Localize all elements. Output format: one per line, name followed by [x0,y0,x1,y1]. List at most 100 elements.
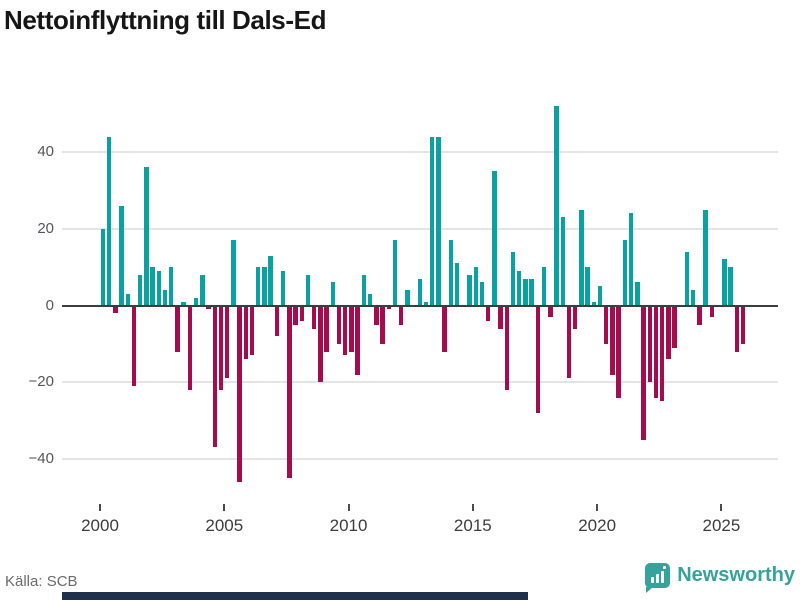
bar-2020q2 [604,305,609,344]
bar-2006q2 [256,267,261,306]
bar-2013q2 [430,136,435,306]
newsworthy-wordmark: Newsworthy [677,563,795,586]
bar-2002q4 [169,267,174,306]
logo-dot-glyph [663,565,667,569]
bar-2016q2 [504,305,510,390]
bar-2020q4 [616,305,621,398]
bar-2007q4 [293,305,298,325]
bar-2020q3 [610,305,615,375]
bar-2004q1 [200,274,205,306]
bar-2012q2 [405,290,410,306]
bar-2001q3 [137,274,143,306]
bar-2010q2 [355,305,360,375]
bar-2022q3 [659,305,665,402]
x-axis-year-label-2010: 2010 [329,516,368,535]
bar-2008q2 [305,274,311,306]
bar-2007q1 [274,305,280,337]
bar-2025q3 [734,305,739,352]
bar-2005q2 [231,240,236,306]
bar-2014q4 [467,274,472,306]
bar-2016q3 [510,251,516,306]
bar-2017q3 [535,305,541,413]
x-axis-year-label-2025: 2025 [702,516,741,535]
bar-2022q4 [666,305,671,360]
bar-2010q4 [367,293,373,306]
bar-2003q4 [193,297,199,306]
bar-2019q4 [591,301,597,306]
bar-2025q2 [728,267,733,306]
bar-2024q1 [697,305,702,325]
y-axis-tick-label-40: 40 [37,143,54,161]
bar-2018q2 [554,106,559,306]
bar-2023q4 [691,290,696,306]
x-axis-tick-2015 [471,504,474,511]
bar-2013q3 [436,136,441,306]
bar-2001q4 [144,167,149,306]
bar-2009q4 [343,305,348,356]
chart-title: Nettoinflyttning till Dals-Ed [4,5,327,35]
bar-2017q2 [529,278,534,306]
bar-2002q1 [150,267,155,306]
newsworthy-logo[interactable]: Newsworthy [645,560,795,593]
bar-2003q3 [187,305,193,390]
bar-2020q1 [597,286,603,306]
bar-2024q3 [709,305,715,317]
logo-bar-chart-glyph [661,570,665,583]
y-axis-tick-label--20: −20 [28,373,54,391]
bar-2004q2 [206,305,211,310]
bar-2022q2 [653,305,659,398]
source-attribution: Källa: SCB [5,573,78,590]
bar-2011q3 [386,305,391,310]
bar-2001q1 [125,293,130,306]
bar-2009q2 [330,282,336,306]
bar-2009q3 [336,305,342,344]
bar-2018q1 [548,305,553,317]
x-axis-tick-2000 [99,504,101,511]
x-axis-year-label-2005: 2005 [205,516,244,535]
bar-2009q1 [324,305,329,352]
bar-2023q1 [672,305,677,348]
x-axis-tick-2025 [720,504,723,511]
bar-2006q3 [262,267,267,306]
bar-2013q1 [423,301,429,306]
x-axis-year-label-2000: 2000 [81,516,119,535]
bar-2015q2 [479,282,485,306]
gridline-20 [62,227,778,230]
bar-2001q2 [131,305,137,386]
bar-2005q4 [243,305,249,360]
bar-2004q4 [218,305,224,390]
y-axis-tick-label-20: 20 [37,219,54,237]
y-axis-tick-label-0: 0 [45,296,54,314]
bar-2000q3 [113,305,118,314]
bar-2008q1 [299,305,304,321]
gridline--20 [62,381,778,384]
bar-2007q3 [287,305,292,478]
x-axis-tick-2010 [347,504,350,511]
bar-2015q1 [473,267,478,306]
bar-2015q3 [485,305,491,321]
bar-2017q4 [541,267,547,306]
x-axis-tick-2020 [596,504,599,511]
bar-2021q1 [622,240,628,306]
y-axis-tick-label--40: −40 [28,449,54,467]
bar-2022q1 [647,305,652,383]
x-axis-year-label-2015: 2015 [453,516,492,535]
bar-2002q3 [162,290,168,306]
bar-2006q4 [268,255,273,306]
bar-2025q1 [722,259,727,306]
bar-2003q1 [175,305,180,352]
gridline-40 [62,151,778,154]
bar-2021q3 [635,282,640,306]
bar-2021q4 [641,305,646,440]
bar-2004q3 [212,305,217,448]
x-axis-tick-2005 [223,504,226,511]
bar-2000q1 [100,228,106,306]
x-axis-year-label-2020: 2020 [578,516,617,535]
bar-2011q2 [380,305,385,344]
bar-2012q1 [398,305,404,325]
bar-2008q3 [311,305,317,329]
bar-2014q2 [454,263,460,306]
bar-2019q2 [579,209,584,306]
zero-axis-line [62,304,778,307]
